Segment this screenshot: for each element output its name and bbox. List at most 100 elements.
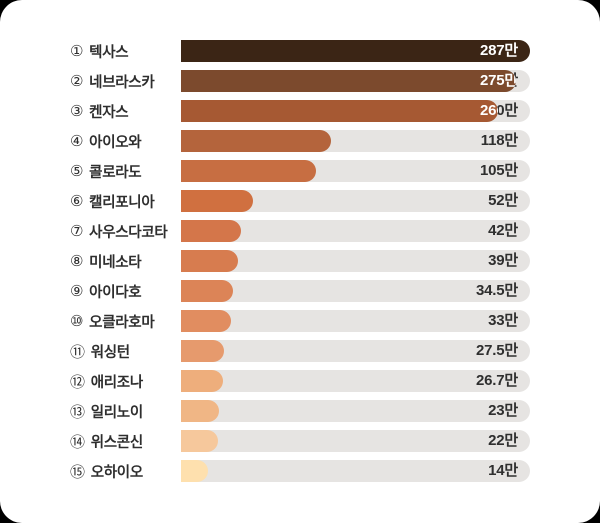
bar: 33만 [181,310,231,332]
category-name: 애리조나 [90,374,143,391]
bar-track: 34.5만 34.5만 [181,280,530,302]
category-label: ⑤ 콜로라도 [70,161,181,182]
category-name: 켄자스 [89,104,129,121]
bar-track: 118만 118만 [181,130,530,152]
chart-row: ⑦ 사우스다코타 42만 42만 [0,220,600,242]
bar: 260만 [181,100,498,122]
chart-row: ① 텍사스 287만287만 [0,40,600,62]
value-label: 34.5만 [476,282,518,299]
rank-badge: ⑥ [70,193,84,210]
category-label: ⑦ 사우스다코타 [70,221,181,242]
chart-row: ⑮ 오하이오 14만 14만 [0,460,600,482]
chart-row: ⑭ 위스콘신 22만 22만 [0,430,600,452]
value-label: 39만 [488,252,518,269]
category-name: 위스콘신 [90,434,143,451]
chart-row: ⑩ 오클라호마 33만 33만 [0,310,600,332]
rank-badge: ⑦ [70,223,84,240]
bar-track: 52만 52만 [181,190,530,212]
rank-badge: ⑮ [70,463,85,481]
category-label: ① 텍사스 [70,41,181,62]
bar: 26.7만 [181,370,223,392]
value-label-on-bar: 275만 [479,72,516,89]
category-name: 미네소타 [89,254,142,271]
value-label-on-bar: 33만 [181,310,231,332]
rank-badge: ⑫ [70,373,85,391]
bar-track: 39만 39만 [181,250,530,272]
rank-badge: ⑪ [70,343,85,361]
chart-row: ⑥ 캘리포니아 52만 52만 [0,190,600,212]
value-label: 52만 [488,192,518,209]
rank-badge: ⑤ [70,163,84,180]
category-label: ⑩ 오클라호마 [70,311,181,332]
bar-track: 27.5만 27.5만 [181,340,530,362]
bar-track: 26.7만 26.7만 [181,370,530,392]
value-label-on-bar: 23만 [181,400,219,422]
bar: 105만 [181,160,316,182]
category-label: ⑪ 워싱턴 [70,341,181,362]
value-label: 23만 [488,402,518,419]
chart-row: ⑧ 미네소타 39만 39만 [0,250,600,272]
value-label: 33만 [488,312,518,329]
chart-row: ⑤ 콜로라도 105만 105만 [0,160,600,182]
category-name: 일리노이 [90,404,143,421]
rank-badge: ⑬ [70,403,85,421]
rank-badge: ⑩ [70,313,84,330]
bar: 22만 [181,430,218,452]
rank-badge: ① [70,43,84,60]
bar: 34.5만 [181,280,233,302]
bar-chart: ①텍사스287만287만②네브라스카275만275만③켄자스260만260만④아… [0,40,600,482]
rank-badge: ③ [70,103,84,120]
value-label-on-bar: 39만 [181,250,238,272]
bar-track: 260만260만 [181,100,530,122]
category-name: 오클라호마 [89,314,155,331]
category-name: 아이오와 [89,134,142,151]
bar-track: 287만287만 [181,40,530,62]
bar-track: 22만 22만 [181,430,530,452]
category-label: ④ 아이오와 [70,131,181,152]
category-label: ② 네브라스카 [70,71,181,92]
bar: 275만 [181,70,516,92]
value-label-on-bar: 34.5만 [181,280,233,302]
value-label-on-bar: 14만 [181,460,208,482]
rank-badge: ⑨ [70,283,84,300]
bar: 287만 [181,40,530,62]
value-label-on-bar: 118만 [181,130,331,152]
bar-track: 33만 33만 [181,310,530,332]
category-label: ⑫ 애리조나 [70,371,181,392]
category-label: ③ 켄자스 [70,101,181,122]
value-label: 14만 [488,462,518,479]
category-label: ⑨ 아이다호 [70,281,181,302]
category-name: 아이다호 [89,284,142,301]
category-name: 캘리포니아 [89,194,155,211]
value-label-on-bar: 27.5만 [181,340,224,362]
chart-row: ⑪ 워싱턴 27.5만 27.5만 [0,340,600,362]
category-name: 오하이오 [90,464,143,481]
bar: 14만 [181,460,208,482]
value-label-on-bar: 287만 [479,42,518,59]
value-label-on-bar: 26.7만 [181,370,223,392]
chart-row: ⑬ 일리노이 23만 23만 [0,400,600,422]
chart-row: ② 네브라스카 275만275만 [0,70,600,92]
bar-track: 275만275만 [181,70,530,92]
category-name: 사우스다코타 [89,224,168,241]
bar: 27.5만 [181,340,224,362]
bar: 23만 [181,400,219,422]
bar: 52만 [181,190,253,212]
value-label: 22만 [488,432,518,449]
value-label-on-bar: 22만 [181,430,218,452]
rank-badge: ⑧ [70,253,84,270]
value-label-on-bar: 42만 [181,220,241,242]
bar: 39만 [181,250,238,272]
chart-row: ③ 켄자스 260만260만 [0,100,600,122]
category-name: 텍사스 [89,44,129,61]
category-label: ⑭ 위스콘신 [70,431,181,452]
bar-track: 14만 14만 [181,460,530,482]
rank-badge: ② [70,73,84,90]
category-name: 워싱턴 [90,344,130,361]
value-label-on-bar: 52만 [181,190,253,212]
value-label: 105만 [479,162,518,179]
value-label: 27.5만 [476,342,518,359]
value-label-on-bar: 105만 [181,160,316,182]
category-label: ⑥ 캘리포니아 [70,191,181,212]
